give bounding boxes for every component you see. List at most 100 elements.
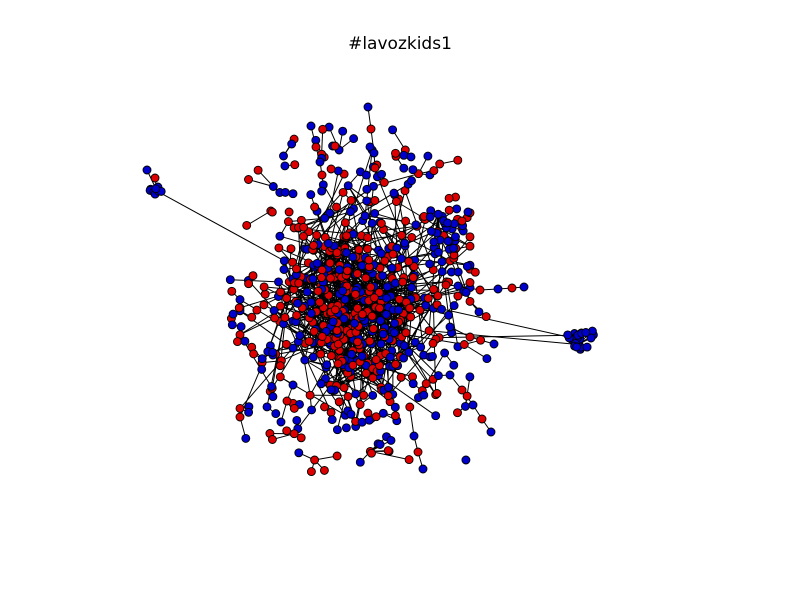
graph-node xyxy=(399,150,409,160)
graph-node xyxy=(332,202,341,212)
graph-node xyxy=(319,465,329,475)
graph-node xyxy=(363,102,373,112)
graph-node xyxy=(408,165,418,175)
graph-node xyxy=(244,407,254,417)
graph-node xyxy=(461,287,471,297)
graph-node xyxy=(317,170,327,180)
graph-node xyxy=(279,151,288,161)
graph-node xyxy=(295,330,305,340)
graph-node xyxy=(453,291,463,301)
graph-node xyxy=(279,265,289,274)
graph-node xyxy=(457,216,467,226)
graph-node xyxy=(267,207,277,217)
graph-node xyxy=(346,409,356,419)
graph-node xyxy=(281,339,291,349)
graph-node xyxy=(260,289,270,299)
graph-node xyxy=(369,293,379,303)
graph-node xyxy=(376,249,386,258)
graph-node xyxy=(453,155,463,165)
graph-node xyxy=(235,403,245,413)
graph-node xyxy=(300,355,310,365)
graph-node xyxy=(362,196,372,206)
graph-node xyxy=(352,269,362,279)
graph-node xyxy=(441,280,451,290)
graph-node xyxy=(306,190,316,200)
graph-node xyxy=(481,312,491,322)
graph-node xyxy=(433,209,443,219)
graph-node xyxy=(429,237,439,247)
graph-node xyxy=(445,370,455,380)
graph-node xyxy=(313,286,323,296)
graph-node xyxy=(389,188,399,198)
graph-node xyxy=(315,297,325,307)
graph-node xyxy=(361,273,371,283)
graph-node xyxy=(375,303,385,313)
graph-node xyxy=(368,324,378,334)
graph-node xyxy=(332,451,342,461)
graph-node xyxy=(465,241,475,251)
graph-node xyxy=(228,309,238,319)
graph-node xyxy=(342,266,352,276)
graph-node xyxy=(367,448,376,458)
graph-node xyxy=(407,232,417,242)
graph-node xyxy=(291,264,301,274)
graph-node xyxy=(376,316,385,326)
graph-node xyxy=(453,281,463,291)
graph-node xyxy=(396,372,406,382)
graph-edge xyxy=(329,170,339,214)
graph-node xyxy=(363,408,373,418)
graph-node xyxy=(486,427,496,437)
graph-node xyxy=(332,425,342,435)
graph-node xyxy=(308,274,318,284)
graph-node xyxy=(311,142,321,152)
graph-node xyxy=(421,379,431,389)
graph-node xyxy=(408,273,418,282)
graph-edge xyxy=(398,321,440,339)
graph-node xyxy=(368,390,378,400)
graph-node xyxy=(333,166,343,176)
graph-edge xyxy=(347,185,366,217)
graph-node xyxy=(382,293,391,303)
graph-node xyxy=(489,339,499,349)
graph-node xyxy=(376,218,386,228)
graph-node xyxy=(244,279,254,289)
graph-edge xyxy=(420,291,465,348)
graph-node xyxy=(465,372,475,382)
graph-node xyxy=(429,284,438,294)
graph-node xyxy=(225,275,235,285)
graph-node xyxy=(451,232,460,242)
graph-node xyxy=(370,163,380,173)
graph-node xyxy=(507,283,517,293)
graph-node xyxy=(581,328,591,337)
graph-edge xyxy=(297,366,345,430)
graph-node xyxy=(459,340,469,349)
graph-node xyxy=(257,354,267,364)
graph-node xyxy=(306,121,316,131)
graph-node xyxy=(276,301,285,311)
graph-node xyxy=(333,359,343,369)
graph-node xyxy=(465,332,475,342)
graph-node xyxy=(390,318,400,328)
graph-node xyxy=(320,402,329,412)
graph-node xyxy=(328,317,338,327)
graph-node xyxy=(338,286,348,296)
graph-node xyxy=(338,126,348,136)
graph-node xyxy=(400,238,410,248)
graph-node xyxy=(380,256,390,266)
graph-node xyxy=(386,435,396,445)
graph-node xyxy=(259,300,269,310)
graph-node xyxy=(399,341,409,351)
graph-node xyxy=(339,383,349,393)
graph-node xyxy=(572,342,582,352)
graph-node xyxy=(378,271,388,281)
graph-node xyxy=(334,397,344,407)
graph-node xyxy=(280,187,290,197)
graph-node xyxy=(390,411,400,421)
graph-node xyxy=(298,231,308,241)
graph-node xyxy=(235,412,245,422)
graph-node xyxy=(440,348,450,358)
graph-node xyxy=(150,173,160,183)
graph-node xyxy=(493,284,503,294)
graph-node xyxy=(279,256,289,266)
graph-node xyxy=(355,400,365,409)
